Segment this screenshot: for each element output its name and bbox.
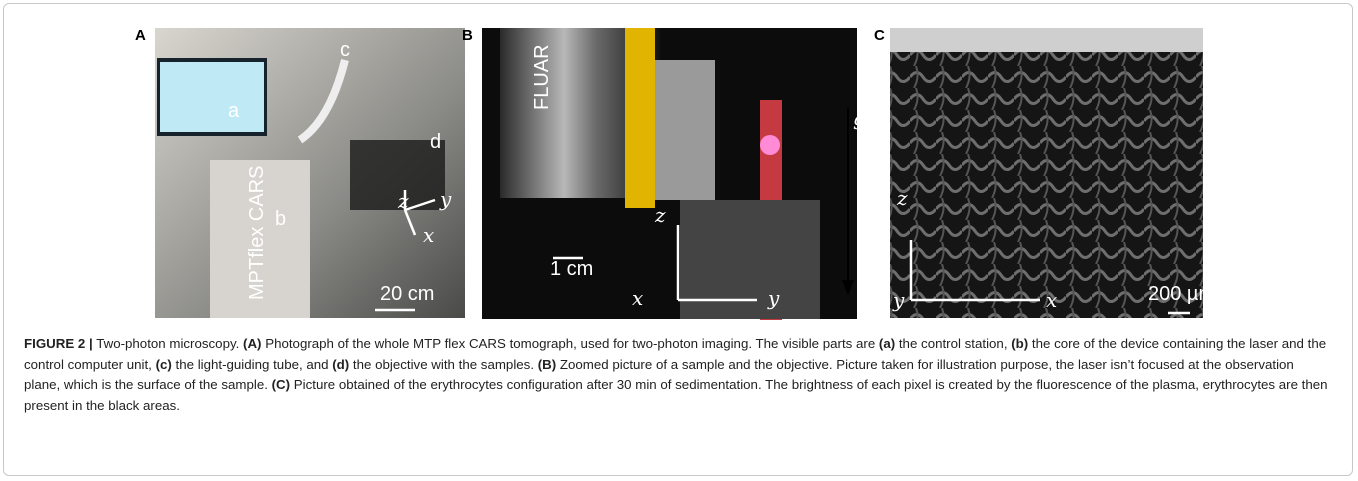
annotation: d bbox=[430, 131, 441, 153]
caption-bold: (C) bbox=[272, 377, 290, 392]
annotation: g bbox=[853, 106, 866, 130]
annotation: a bbox=[228, 100, 240, 122]
annotation: x bbox=[1046, 288, 1057, 312]
annotation: 200 µm bbox=[1148, 283, 1215, 305]
annotation: FLUAR bbox=[531, 44, 553, 110]
annotation: z bbox=[654, 203, 666, 227]
caption-text: the light-guiding tube, and bbox=[172, 357, 332, 372]
annotation: 20 cm bbox=[380, 283, 434, 305]
annotation: y bbox=[892, 288, 905, 312]
caption-bold: (A) bbox=[243, 336, 261, 351]
photo-c bbox=[890, 28, 1203, 318]
annotation: x bbox=[423, 223, 434, 247]
caption-text: Photograph of the whole MTP flex CARS to… bbox=[262, 336, 879, 351]
annotation: z bbox=[397, 189, 409, 213]
annotation: z bbox=[896, 186, 908, 210]
page: Aabcdzyx20 cmMPTflex CARSBFLUARgzxy1 cmC… bbox=[0, 0, 1358, 481]
caption-text: the control station, bbox=[895, 336, 1011, 351]
caption-bold: (d) bbox=[332, 357, 349, 372]
annotation: b bbox=[275, 208, 286, 230]
panel-label: B bbox=[462, 27, 473, 44]
annotation: 1 cm bbox=[550, 258, 593, 280]
caption-text: the objective with the samples. bbox=[349, 357, 537, 372]
annotation: y bbox=[439, 187, 452, 211]
annotation: MPTflex CARS bbox=[246, 166, 268, 300]
panel-label: A bbox=[135, 27, 146, 44]
annotation: x bbox=[632, 286, 643, 310]
caption-bold: (c) bbox=[156, 357, 172, 372]
annotation: y bbox=[767, 286, 780, 310]
caption-bold: (a) bbox=[879, 336, 895, 351]
photo-a bbox=[155, 28, 465, 318]
annotation: c bbox=[340, 39, 350, 61]
caption: FIGURE 2 | Two-photon microscopy. (A) Ph… bbox=[24, 334, 1329, 416]
panel-label: C bbox=[874, 27, 885, 44]
caption-text: Two-photon microscopy. bbox=[93, 336, 243, 351]
caption-bold: FIGURE 2 | bbox=[24, 336, 93, 351]
caption-bold: (b) bbox=[1011, 336, 1028, 351]
caption-bold: (B) bbox=[538, 357, 556, 372]
